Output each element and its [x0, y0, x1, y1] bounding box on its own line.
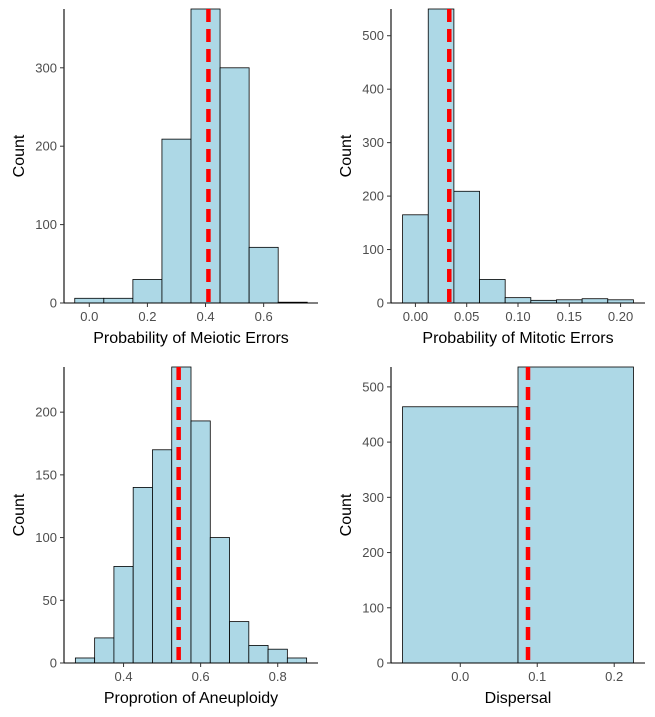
- histogram-panel-3: 0 50 100 150 200 0.4 0.6 0.8 Proprotion of Aneup…: [11, 366, 318, 707]
- histogram-panel-1: 0 100 200 300 0.0 0.2 0.4 0.6 Probability of Mei…: [11, 8, 318, 347]
- x-tick-label: 0.20: [608, 309, 633, 324]
- y-tick-label: 100: [362, 600, 384, 615]
- y-tick-label: 0: [50, 296, 57, 311]
- x-tick-label: 0.05: [454, 309, 479, 324]
- x-tick-label: 0.00: [403, 309, 428, 324]
- histogram-bar: [248, 246, 279, 304]
- histogram-bar: [94, 637, 115, 664]
- y-tick-label: 500: [362, 379, 384, 394]
- histogram-bar: [248, 645, 269, 664]
- histogram-bar: [219, 67, 250, 304]
- histogram-bar: [74, 297, 105, 304]
- y-tick-label: 300: [362, 135, 384, 150]
- y-tick-label: 150: [35, 467, 57, 482]
- x-axis-title: Dispersal: [485, 690, 552, 707]
- y-axis-title: Count: [338, 134, 355, 177]
- x-tick-label: 0.0: [80, 309, 98, 324]
- histogram-bar: [171, 366, 192, 664]
- x-axis-title: Probability of Meiotic Errors: [93, 330, 289, 347]
- histogram-bar: [517, 366, 634, 664]
- histogram-bar: [161, 138, 192, 304]
- histogram-bar: [152, 449, 173, 664]
- y-tick-label: 0: [50, 656, 57, 671]
- histogram-panel-4: 0 100 200 300 400 500 0.0 0.1 0.2 Dispersal Count: [338, 366, 645, 707]
- histogram-panel-2: 0 100 200 300 400 500 0.00 0.05 0.10 0.15 0.20 Prob…: [338, 8, 645, 347]
- histogram-bar: [581, 298, 609, 304]
- x-tick-label: 0.4: [115, 669, 133, 684]
- x-tick-label: 0.8: [269, 669, 287, 684]
- histogram-bar: [113, 566, 134, 664]
- y-tick-label: 0: [377, 296, 384, 311]
- y-tick-label: 200: [362, 545, 384, 560]
- y-tick-label: 100: [362, 242, 384, 257]
- x-tick-label: 0.15: [557, 309, 582, 324]
- histogram-bar: [286, 657, 308, 664]
- histogram-bar: [267, 648, 288, 664]
- y-axis-title: Count: [11, 134, 28, 177]
- histogram-bar: [453, 190, 480, 304]
- histogram-bar: [402, 214, 429, 304]
- x-tick-label: 0.2: [138, 309, 156, 324]
- x-axis-title: Probability of Mitotic Errors: [422, 330, 613, 347]
- histogram-bar: [479, 279, 506, 304]
- histogram-bar: [74, 657, 96, 664]
- histogram-bar: [103, 297, 134, 304]
- y-axis-title: Count: [11, 493, 28, 536]
- y-tick-label: 200: [35, 405, 57, 420]
- y-tick-label: 100: [35, 530, 57, 545]
- x-tick-label: 0.6: [192, 669, 210, 684]
- y-tick-label: 200: [362, 189, 384, 204]
- histogram-bar: [190, 8, 221, 304]
- x-tick-label: 0.10: [505, 309, 530, 324]
- x-tick-label: 0.4: [196, 309, 214, 324]
- y-tick-label: 200: [35, 139, 57, 154]
- y-tick-label: 0: [377, 656, 384, 671]
- x-tick-label: 0.2: [605, 669, 623, 684]
- y-tick-label: 500: [362, 28, 384, 43]
- histogram-bar: [132, 279, 163, 304]
- y-axis-title: Count: [338, 493, 355, 536]
- histogram-bar: [132, 487, 153, 664]
- histogram-bar: [504, 297, 532, 304]
- x-tick-label: 0.6: [255, 309, 273, 324]
- histogram-bar: [229, 621, 250, 664]
- y-tick-label: 400: [362, 435, 384, 450]
- x-axis-title: Proprotion of Aneuploidy: [104, 690, 278, 707]
- y-tick-label: 50: [43, 593, 57, 608]
- y-tick-label: 400: [362, 82, 384, 97]
- x-tick-label: 0.0: [451, 669, 469, 684]
- histogram-bar: [209, 537, 230, 664]
- y-tick-label: 300: [362, 490, 384, 505]
- y-tick-label: 100: [35, 217, 57, 232]
- x-tick-label: 0.1: [528, 669, 546, 684]
- y-tick-label: 300: [35, 60, 57, 75]
- histogram-bar: [190, 420, 211, 664]
- histogram-bar: [402, 406, 519, 664]
